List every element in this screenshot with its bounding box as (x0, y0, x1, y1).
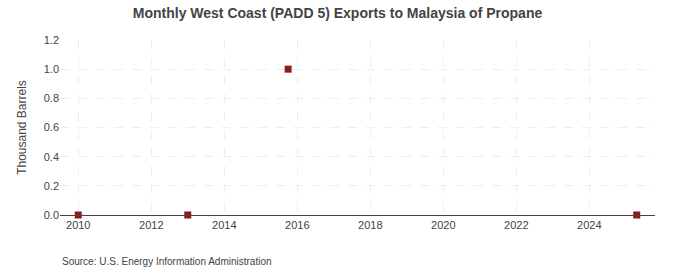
svg-text:2022: 2022 (504, 219, 528, 231)
svg-text:2020: 2020 (431, 219, 455, 231)
svg-text:1.0: 1.0 (44, 63, 59, 75)
svg-text:Source: U.S. Energy Informatio: Source: U.S. Energy Information Administ… (62, 256, 272, 267)
svg-text:2016: 2016 (285, 219, 309, 231)
svg-text:0.0: 0.0 (44, 209, 59, 221)
svg-text:2018: 2018 (358, 219, 382, 231)
svg-text:0.2: 0.2 (44, 180, 59, 192)
svg-text:2012: 2012 (139, 219, 163, 231)
svg-text:2010: 2010 (66, 219, 90, 231)
svg-text:Monthly West Coast (PADD 5) Ex: Monthly West Coast (PADD 5) Exports to M… (133, 5, 543, 21)
svg-text:0.4: 0.4 (44, 151, 59, 163)
svg-text:0.8: 0.8 (44, 92, 59, 104)
svg-text:2024: 2024 (577, 219, 601, 231)
svg-text:Thousand Barrels: Thousand Barrels (15, 80, 29, 175)
svg-text:2014: 2014 (212, 219, 236, 231)
svg-text:1.2: 1.2 (44, 34, 59, 46)
svg-text:0.6: 0.6 (44, 121, 59, 133)
